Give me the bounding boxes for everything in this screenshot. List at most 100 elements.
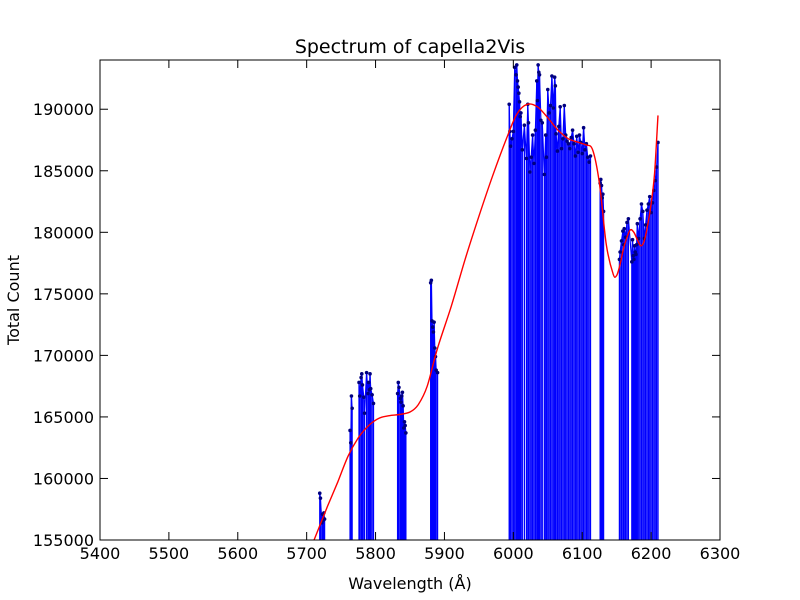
spectrum-point <box>641 209 645 214</box>
chart-title: Spectrum of capella2Vis <box>295 36 525 58</box>
spectrum-point <box>581 125 586 130</box>
spectrum-point <box>350 406 354 411</box>
y-axis-label: Total Count <box>4 255 23 346</box>
fit-curve-group <box>313 103 659 540</box>
spectrum-point <box>510 136 514 141</box>
spectrum-point <box>348 440 353 445</box>
spectrum-point <box>646 202 651 206</box>
spectrum-point <box>533 128 538 132</box>
spectrum-point <box>397 385 401 390</box>
spectrum-point <box>532 161 536 166</box>
spectrum-point <box>548 103 553 108</box>
spectrum-point <box>635 221 640 226</box>
spectrum-point <box>528 170 532 174</box>
spectrum-point <box>435 370 440 375</box>
spectrum-point <box>508 144 513 148</box>
spectrum-point <box>399 400 403 404</box>
spectrum-point <box>360 383 365 387</box>
y-tick-label: 175000 <box>33 285 94 304</box>
spectrum-point <box>359 375 363 380</box>
spectrum-point <box>535 98 540 103</box>
spectrum-point <box>362 411 367 416</box>
spectrum-point <box>577 133 582 137</box>
x-tick-label: 5800 <box>355 544 396 563</box>
spectrum-point <box>554 132 558 136</box>
plot-frame <box>99 59 721 541</box>
x-axis-label: Wavelength (Å) <box>348 574 471 593</box>
spectrum-point <box>430 325 435 329</box>
x-tick-label: 6200 <box>631 544 672 563</box>
spectrum-point <box>562 103 567 108</box>
spectrum-point <box>555 149 560 153</box>
spectrum-point <box>634 252 638 257</box>
spectrum-point <box>632 257 636 262</box>
spectrum-point <box>540 120 545 125</box>
spectrum-point <box>618 250 622 254</box>
spectrum-point <box>574 134 579 139</box>
spectrum-point <box>585 155 590 160</box>
plot-area <box>100 60 720 540</box>
spectrum-point <box>368 372 372 376</box>
y-tick-label: 160000 <box>33 469 94 488</box>
spectrum-point <box>634 242 639 247</box>
spectrum-point <box>530 133 535 137</box>
spectrum-point <box>557 124 561 129</box>
spectrum-point <box>561 136 565 141</box>
spectrum-point <box>542 172 547 177</box>
spectrum-point <box>587 160 591 164</box>
spectrum-point <box>520 148 525 152</box>
spectrum-point <box>515 79 520 83</box>
spectrum-point <box>599 183 604 188</box>
spectrum-point <box>630 237 635 242</box>
spectrum-point <box>371 401 376 406</box>
spectrum-point <box>568 146 572 151</box>
spectrum-point <box>552 75 557 80</box>
spectrum-point <box>566 141 571 146</box>
spectrum-point <box>638 216 642 221</box>
spectrum-point <box>517 100 522 104</box>
spectrum-point <box>322 517 327 521</box>
spectrum-point <box>357 380 361 385</box>
spectrum-point <box>619 239 624 243</box>
spectrum-point <box>370 392 374 397</box>
spectrum-point <box>550 74 554 78</box>
y-tick-label: 165000 <box>33 408 94 427</box>
spectrum-point <box>553 84 558 88</box>
spectrum-point <box>516 85 520 89</box>
spectrum-point <box>544 155 549 160</box>
spectrum-point <box>349 394 354 398</box>
spectrum-point <box>514 72 518 77</box>
spectrum-point <box>625 220 629 225</box>
spectrum-point <box>534 79 539 83</box>
spectrum-point <box>401 404 405 408</box>
spectrum-point <box>395 391 400 396</box>
spectrum-point <box>545 87 550 92</box>
x-tick-label: 6300 <box>700 544 741 563</box>
fit-curve <box>313 103 659 540</box>
spectrum-point <box>429 278 434 283</box>
spectrum-point <box>573 154 578 158</box>
x-axis-ticks: 5400 5500 5600 5700 5800 5900 6000 6100 6200 6300 <box>80 60 741 563</box>
y-tick-label: 185000 <box>33 162 94 181</box>
spectrum-point <box>631 253 635 258</box>
spectrum-point <box>403 423 407 428</box>
spectrum-point <box>601 192 605 196</box>
x-tick-label: 5700 <box>286 544 327 563</box>
spectrum-point <box>404 431 408 435</box>
spectrum-point <box>524 156 529 161</box>
spectrum-point <box>519 111 523 115</box>
spectrum-point <box>517 91 521 96</box>
spectrum-point <box>643 223 648 227</box>
spectrum-point <box>364 370 369 375</box>
spectrum-point <box>357 394 362 398</box>
y-axis-ticks: 155000 160000 165000 170000 175000 180000 1850… <box>33 100 720 550</box>
x-tick-label: 6000 <box>493 544 534 563</box>
spectrum-point <box>399 394 404 398</box>
spectrum-point <box>433 346 437 350</box>
spectrum-point <box>359 372 364 376</box>
spectrum-point <box>431 330 436 334</box>
x-tick-label: 5900 <box>424 544 465 563</box>
spectrum-point <box>626 216 631 221</box>
y-tick-label: 170000 <box>33 346 94 365</box>
